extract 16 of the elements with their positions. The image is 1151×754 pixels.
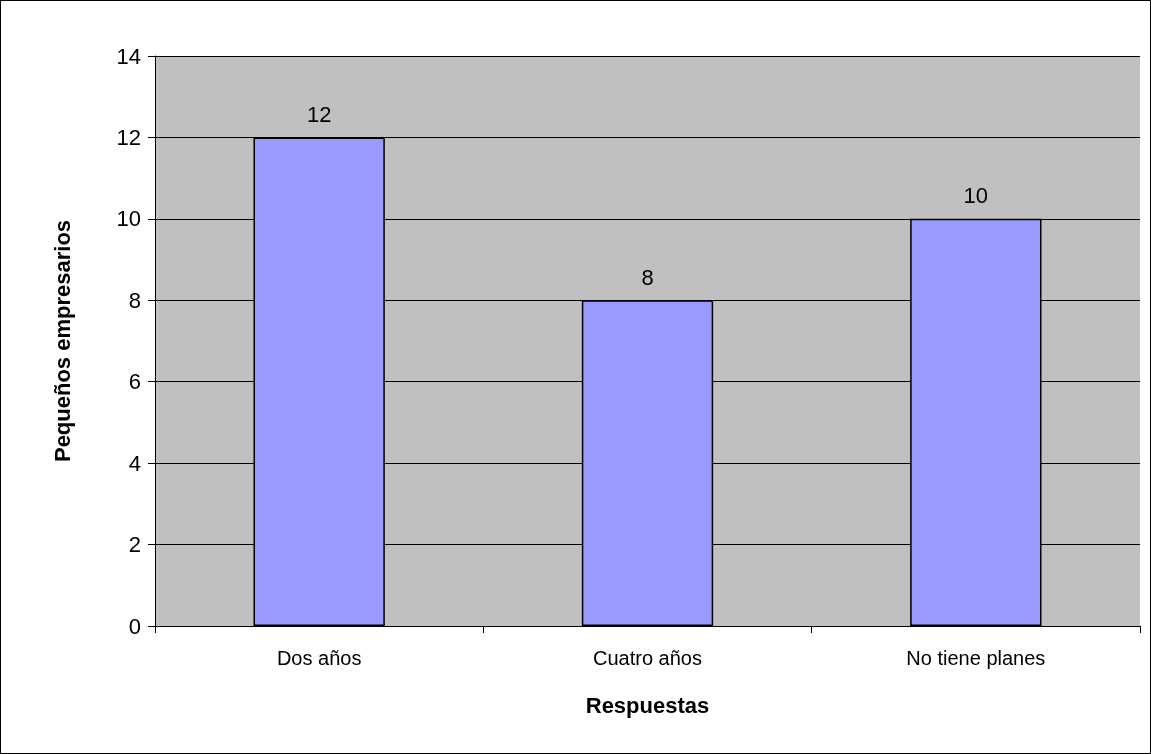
y-tick-label: 8 [128, 287, 141, 313]
data-label: 12 [306, 101, 332, 127]
y-tick-label: 6 [128, 369, 141, 395]
y-axis-title: Pequeños empresarios [49, 219, 75, 463]
y-tick-label: 12 [116, 124, 141, 150]
data-label: 10 [963, 183, 989, 209]
x-tick-label: Cuatro años [593, 647, 702, 669]
x-tick-label: No tiene planes [906, 647, 1046, 669]
y-tick-label: 10 [116, 206, 141, 232]
x-tick-label: Dos años [276, 647, 362, 669]
data-label: 8 [641, 264, 654, 290]
y-tick-label: 0 [128, 613, 141, 639]
y-tick-label: 2 [128, 532, 141, 558]
y-tick-label: 14 [116, 43, 141, 69]
y-tick-label: 4 [128, 450, 141, 476]
x-axis-title: Respuestas [585, 692, 710, 718]
